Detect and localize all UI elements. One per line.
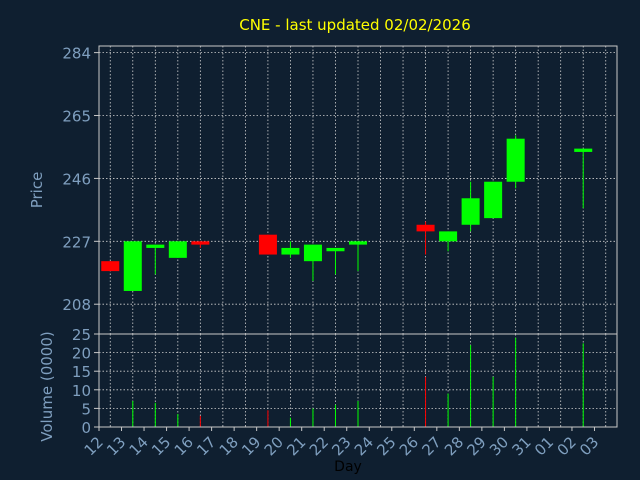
candle-body: [281, 247, 300, 255]
candle-body: [146, 244, 165, 248]
candle-body: [574, 148, 593, 152]
volume-tick-label: 20: [72, 345, 91, 363]
candle-body: [303, 244, 322, 262]
candle-body: [123, 241, 142, 291]
price-tick-label: 284: [62, 45, 91, 63]
chart-title: CNE - last updated 02/02/2026: [239, 16, 471, 34]
volume-tick-label: 10: [72, 382, 91, 400]
candle-body: [101, 261, 120, 272]
volume-axis-label: Volume (0000): [38, 331, 56, 441]
day-axis-label: Day: [334, 459, 362, 475]
candle-body: [191, 241, 210, 245]
price-panel: 208 227 246 265 284: [62, 45, 618, 335]
volume-tick-label: 25: [72, 326, 91, 344]
volume-tick-label: 5: [81, 400, 91, 418]
candle-body: [484, 181, 503, 219]
price-tick-label: 227: [62, 233, 91, 251]
price-axis-label: Price: [28, 172, 46, 209]
candle-body: [348, 241, 368, 245]
candle-body: [461, 198, 480, 225]
candle-body: [416, 224, 435, 232]
volume-frame: [98, 333, 618, 428]
candle-body: [168, 241, 187, 258]
candle-body: [506, 138, 525, 182]
candle-body: [439, 231, 458, 242]
price-tick-label: 265: [62, 108, 91, 126]
candle-body: [326, 247, 345, 252]
price-tick-label: 246: [62, 170, 91, 188]
price-tick-label: 208: [62, 296, 91, 314]
volume-tick-label: 0: [81, 419, 91, 437]
volume-tick-label: 15: [72, 363, 91, 381]
candle-body: [258, 234, 277, 255]
